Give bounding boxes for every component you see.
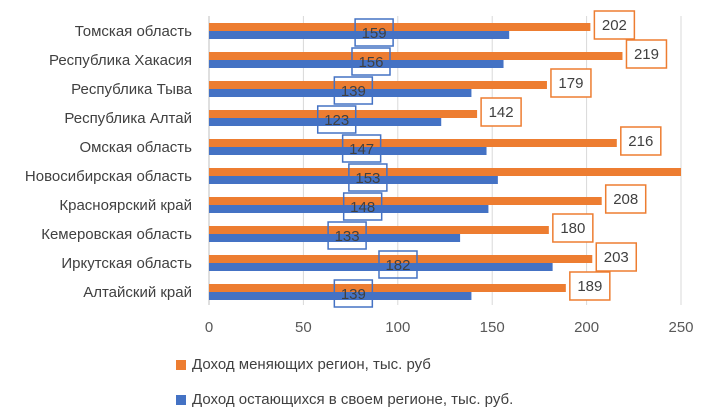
x-tick-label: 200 xyxy=(574,319,599,336)
data-label-orange: 179 xyxy=(558,75,583,92)
data-label-blue: 182 xyxy=(385,257,410,274)
category-label: Алтайский край xyxy=(83,284,192,301)
data-label-box-blue xyxy=(316,105,357,134)
category-label: Красноярский край xyxy=(59,197,192,214)
legend-label-orange: Доход меняющих регион, тыс. руб xyxy=(192,356,431,373)
data-label-orange: 219 xyxy=(634,46,659,63)
legend-item-orange: Доход меняющих регион, тыс. руб xyxy=(176,356,431,373)
data-label-box-orange xyxy=(620,126,662,156)
data-label-blue: 123 xyxy=(324,112,349,129)
data-label-orange: 216 xyxy=(628,133,653,150)
data-label-orange: 189 xyxy=(577,278,602,295)
data-label-box-orange xyxy=(593,10,636,40)
data-label-box-orange xyxy=(604,184,647,214)
legend-item-blue: Доход остающихся в своем регионе, тыс. р… xyxy=(176,391,513,408)
category-label: Республика Тыва xyxy=(71,81,193,98)
data-label-blue: 156 xyxy=(358,54,383,71)
bar-blue xyxy=(209,31,510,39)
bar-orange xyxy=(209,197,602,205)
category-label: Иркутская область xyxy=(61,255,192,272)
bar-orange xyxy=(209,23,591,31)
data-label-box-blue xyxy=(351,47,391,76)
x-tick-label: 150 xyxy=(480,319,505,336)
data-label-orange: 202 xyxy=(602,17,627,34)
bar-orange xyxy=(209,226,549,234)
bar-blue xyxy=(209,60,504,68)
bar-orange xyxy=(209,284,566,292)
data-label-blue: 147 xyxy=(349,141,374,158)
data-label-blue: 139 xyxy=(341,83,366,100)
x-tick-label: 0 xyxy=(205,319,213,336)
data-label-orange: 142 xyxy=(489,104,514,121)
data-label-box-orange xyxy=(625,39,668,69)
bar-blue xyxy=(209,205,489,213)
data-label-box-blue xyxy=(341,134,382,163)
category-label: Республика Хакасия xyxy=(49,52,192,69)
category-labels: Томская область Республика Хакасия Республ… xyxy=(25,23,193,301)
bar-blue xyxy=(209,89,472,97)
data-label-box-blue xyxy=(354,18,394,47)
data-label-box-orange xyxy=(550,68,592,98)
data-label-box-orange xyxy=(595,242,638,272)
data-label-box-blue xyxy=(333,76,374,105)
legend-swatch-orange xyxy=(176,359,186,370)
data-label-box-blue xyxy=(342,192,383,221)
data-label-box-blue xyxy=(348,163,388,192)
category-label: Томская область xyxy=(75,23,192,40)
category-label: Новосибирская область xyxy=(25,168,192,185)
bar-orange xyxy=(209,81,547,89)
bar-blue xyxy=(209,263,553,271)
data-label-blue: 159 xyxy=(362,25,387,42)
x-tick-label: 100 xyxy=(385,319,410,336)
data-label-blue: 133 xyxy=(335,228,360,245)
data-label-box-blue xyxy=(378,250,418,279)
category-label: Кемеровская область xyxy=(41,226,192,243)
bar-orange xyxy=(209,110,478,118)
data-label-blue: 139 xyxy=(341,286,366,303)
bar-blue xyxy=(209,176,498,184)
bar-orange xyxy=(209,168,681,176)
bar-orange xyxy=(209,255,593,263)
x-tick-label: 250 xyxy=(668,319,693,336)
category-label: Омская область xyxy=(79,139,192,156)
category-label: Республика Алтай xyxy=(64,110,192,127)
bar-blue xyxy=(209,234,461,242)
data-label-box-orange xyxy=(480,97,522,127)
x-tick-label: 50 xyxy=(295,319,312,336)
data-label-orange: 203 xyxy=(604,249,629,266)
legend-swatch-blue xyxy=(176,394,186,405)
bar-orange xyxy=(209,52,623,60)
data-label-blue: 153 xyxy=(355,170,380,187)
data-label-orange: 180 xyxy=(560,220,585,237)
bars xyxy=(209,23,681,300)
data-label-blue: 148 xyxy=(350,199,375,216)
x-axis-tick-labels: 0 50 100 150 200 250 xyxy=(205,319,694,336)
data-label-box-orange xyxy=(569,271,611,301)
data-label-box-orange xyxy=(552,213,594,243)
bar-orange xyxy=(209,139,617,147)
legend-label-blue: Доход остающихся в своем регионе, тыс. р… xyxy=(192,391,514,408)
data-label-box-blue xyxy=(327,221,367,250)
data-label-box-blue xyxy=(333,279,374,308)
bar-blue xyxy=(209,292,472,300)
data-label-orange: 208 xyxy=(613,191,638,208)
bar-blue xyxy=(209,118,442,126)
bar-blue xyxy=(209,147,487,155)
data-labels: 202 159 219 156 179 139 142 123 216 147 153 208 148 1… xyxy=(316,10,668,308)
